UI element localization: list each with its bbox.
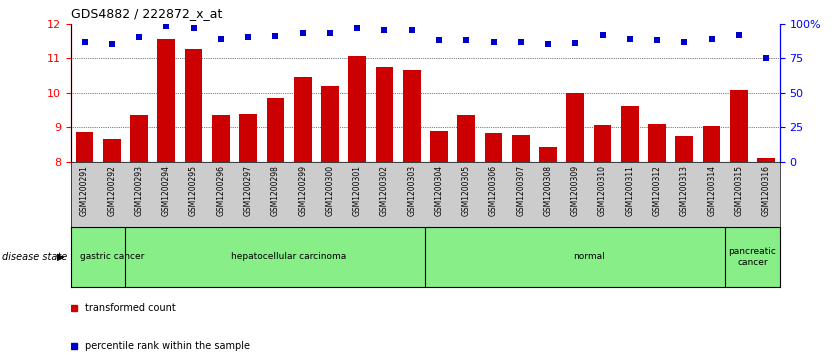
- Bar: [294, 77, 312, 162]
- Bar: [485, 133, 502, 162]
- Bar: [130, 115, 148, 162]
- Point: [595, 32, 609, 37]
- Point: [214, 36, 228, 42]
- Text: GSM1200305: GSM1200305: [462, 165, 470, 216]
- Text: GSM1200310: GSM1200310: [598, 165, 607, 216]
- Text: disease state: disease state: [2, 252, 67, 262]
- Point: [460, 37, 473, 43]
- Point: [350, 25, 364, 30]
- Point: [78, 38, 91, 44]
- Text: GSM1200292: GSM1200292: [108, 165, 116, 216]
- Bar: [757, 158, 775, 162]
- Bar: [267, 98, 284, 162]
- Point: [760, 55, 773, 61]
- Point: [623, 36, 636, 42]
- Text: GSM1200311: GSM1200311: [626, 165, 635, 216]
- Text: GSM1200298: GSM1200298: [271, 165, 280, 216]
- Text: GSM1200308: GSM1200308: [544, 165, 553, 216]
- Text: GSM1200301: GSM1200301: [353, 165, 362, 216]
- Bar: [457, 115, 475, 162]
- Bar: [239, 114, 257, 162]
- Text: GSM1200304: GSM1200304: [435, 165, 444, 216]
- Point: [133, 34, 146, 40]
- Point: [242, 34, 255, 40]
- Bar: [430, 131, 448, 162]
- Bar: [539, 147, 557, 162]
- Bar: [648, 123, 666, 162]
- Bar: [594, 125, 611, 162]
- Bar: [158, 39, 175, 162]
- Text: gastric cancer: gastric cancer: [79, 252, 144, 261]
- Bar: [76, 131, 93, 162]
- Text: GSM1200295: GSM1200295: [189, 165, 198, 216]
- Text: percentile rank within the sample: percentile rank within the sample: [85, 341, 250, 351]
- Text: GSM1200291: GSM1200291: [80, 165, 89, 216]
- Point: [159, 24, 173, 29]
- Point: [514, 38, 527, 44]
- Text: GSM1200306: GSM1200306: [489, 165, 498, 216]
- Text: normal: normal: [573, 252, 605, 261]
- Text: GSM1200312: GSM1200312: [652, 165, 661, 216]
- Bar: [403, 70, 420, 162]
- Bar: [512, 135, 530, 162]
- Point: [705, 36, 718, 42]
- Point: [678, 38, 691, 44]
- Text: pancreatic
cancer: pancreatic cancer: [729, 247, 776, 266]
- Text: hepatocellular carcinoma: hepatocellular carcinoma: [231, 252, 347, 261]
- Point: [541, 41, 555, 47]
- Point: [651, 37, 664, 43]
- Point: [269, 33, 282, 39]
- Bar: [676, 136, 693, 162]
- Text: GSM1200294: GSM1200294: [162, 165, 171, 216]
- Point: [432, 37, 445, 43]
- Text: ▶: ▶: [58, 252, 64, 262]
- Text: GSM1200302: GSM1200302: [380, 165, 389, 216]
- Text: GSM1200303: GSM1200303: [407, 165, 416, 216]
- Bar: [349, 56, 366, 162]
- Text: GSM1200299: GSM1200299: [298, 165, 307, 216]
- Bar: [321, 86, 339, 162]
- Point: [378, 28, 391, 33]
- Point: [105, 41, 118, 47]
- Point: [569, 40, 582, 46]
- Text: GSM1200307: GSM1200307: [516, 165, 525, 216]
- Bar: [703, 126, 721, 162]
- Point: [405, 28, 419, 33]
- Text: GSM1200313: GSM1200313: [680, 165, 689, 216]
- Bar: [621, 106, 639, 162]
- Bar: [730, 90, 748, 162]
- Point: [296, 30, 309, 36]
- Text: GSM1200315: GSM1200315: [735, 165, 743, 216]
- Point: [732, 32, 746, 37]
- Text: GSM1200293: GSM1200293: [134, 165, 143, 216]
- Text: GSM1200316: GSM1200316: [761, 165, 771, 216]
- Text: GDS4882 / 222872_x_at: GDS4882 / 222872_x_at: [71, 7, 223, 20]
- Point: [487, 38, 500, 44]
- Bar: [184, 49, 203, 162]
- Bar: [212, 115, 229, 162]
- Text: GSM1200309: GSM1200309: [570, 165, 580, 216]
- Bar: [375, 67, 394, 162]
- Text: GSM1200300: GSM1200300: [325, 165, 334, 216]
- Text: GSM1200297: GSM1200297: [244, 165, 253, 216]
- Text: GSM1200314: GSM1200314: [707, 165, 716, 216]
- Bar: [103, 139, 121, 162]
- Bar: [566, 93, 584, 162]
- Point: [324, 30, 337, 36]
- Text: transformed count: transformed count: [85, 303, 176, 313]
- Point: [187, 25, 200, 30]
- Text: GSM1200296: GSM1200296: [216, 165, 225, 216]
